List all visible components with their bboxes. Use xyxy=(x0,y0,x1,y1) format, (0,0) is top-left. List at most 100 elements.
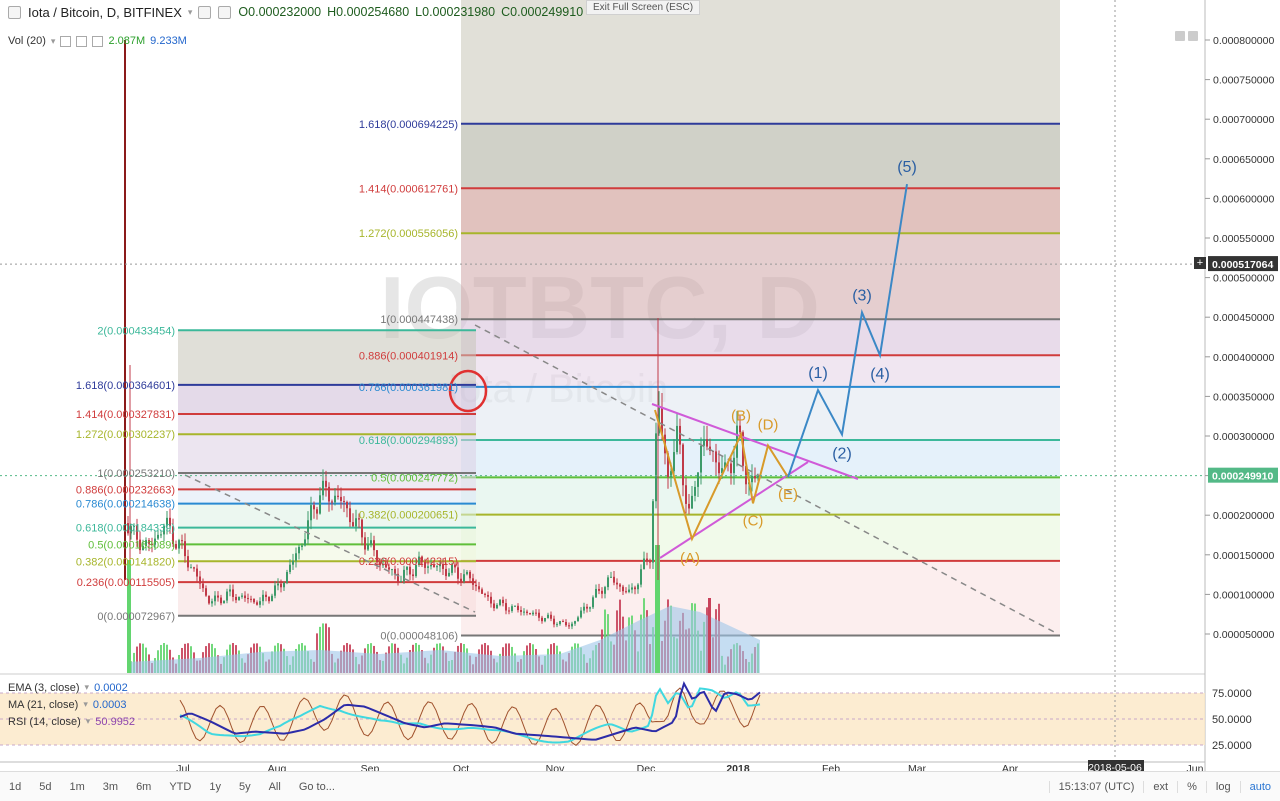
candle-body xyxy=(352,522,354,527)
ext-toggle[interactable]: ext xyxy=(1143,780,1177,793)
candle-body xyxy=(508,610,510,612)
ma-label[interactable]: MA (21, close) xyxy=(8,698,79,711)
volume-bar xyxy=(136,646,138,673)
candle-body xyxy=(481,589,483,594)
fib-level-label: 1.272(0.000556056) xyxy=(359,228,458,240)
chevron-down-icon[interactable]: ▾ xyxy=(83,699,88,709)
candle-body xyxy=(622,586,624,592)
candle-body xyxy=(565,621,567,626)
rsi-axis-label: 50.0000 xyxy=(1212,714,1252,726)
collapse-icon[interactable] xyxy=(8,5,21,19)
fib-band xyxy=(461,560,1060,636)
range-1y[interactable]: 1y xyxy=(209,780,221,793)
auto-toggle[interactable]: auto xyxy=(1239,780,1280,793)
fib-band xyxy=(461,514,1060,561)
candle-body xyxy=(343,500,345,502)
price-tick-label: 0.000750000 xyxy=(1213,75,1274,87)
fib-level-label: 1.272(0.000302237) xyxy=(76,429,175,441)
chevron-down-icon[interactable]: ▾ xyxy=(85,716,91,726)
candle-body xyxy=(334,495,336,503)
elliott-wave-label: (3) xyxy=(852,287,872,304)
fib-level-label: 0.236(0.000115505) xyxy=(77,577,175,589)
elliott-wave-line xyxy=(787,183,908,478)
symbol-title[interactable]: Iota / Bitcoin, D, BITFINEX xyxy=(28,4,182,20)
candle-body xyxy=(397,573,399,583)
candle-body xyxy=(382,564,384,566)
elliott-wave-label: (4) xyxy=(870,366,890,383)
candle-body xyxy=(238,596,240,601)
candle-body xyxy=(313,505,315,510)
ema-label[interactable]: EMA (3, close) xyxy=(8,681,80,694)
scale-options: 15:13:07 (UTC) ext % log auto xyxy=(1048,780,1280,793)
candle-body xyxy=(136,526,138,540)
range-1d[interactable]: 1d xyxy=(9,780,22,793)
ohlc-low: L0.000231980 xyxy=(415,5,496,19)
candle-body xyxy=(469,571,471,579)
bottom-toolbar: 1d 5d 1m 3m 6m YTD 1y 5y All Go to... 15… xyxy=(0,771,1280,801)
maximize-icon[interactable] xyxy=(1188,31,1198,41)
eye-icon[interactable] xyxy=(218,5,232,19)
fib-level-label: 0.886(0.000232663) xyxy=(76,484,175,496)
range-1m[interactable]: 1m xyxy=(69,780,85,793)
candle-body xyxy=(436,566,438,568)
fib-level-label: 0.382(0.000141820) xyxy=(76,556,175,568)
add-price-alert-icon[interactable]: + xyxy=(1194,257,1206,269)
candle-body xyxy=(157,534,159,539)
candle-body xyxy=(523,611,525,613)
fib-level-label: 0.5(0.000247772) xyxy=(371,472,458,484)
settings-icon[interactable] xyxy=(198,5,212,19)
fib-band xyxy=(178,413,476,435)
exit-fullscreen-button[interactable]: Exit Full Screen (ESC) xyxy=(586,0,701,15)
close-icon[interactable] xyxy=(92,35,104,47)
price-chart[interactable]: IOTBTC, DIota / Bitcoin 75.000050.000025… xyxy=(0,0,1280,771)
log-toggle[interactable]: log xyxy=(1205,780,1240,793)
volume-bar xyxy=(184,643,186,673)
candle-body xyxy=(265,594,267,597)
settings-icon[interactable] xyxy=(60,35,72,47)
range-ytd[interactable]: YTD xyxy=(169,780,192,793)
candle-body xyxy=(337,495,339,497)
candle-body xyxy=(295,553,297,561)
chevron-down-icon[interactable]: ▾ xyxy=(84,682,90,692)
candle-body xyxy=(235,596,237,601)
candle-body xyxy=(394,569,396,574)
range-all[interactable]: All xyxy=(268,780,281,793)
abcde-wave-label: (A) xyxy=(680,550,700,567)
candle-body xyxy=(424,561,426,568)
candle-body xyxy=(355,518,357,527)
time-display[interactable]: 15:13:07 (UTC) xyxy=(1048,780,1144,793)
volume-label[interactable]: Vol (20) xyxy=(8,35,46,47)
candle-body xyxy=(139,539,141,551)
range-5y[interactable]: 5y xyxy=(238,780,251,793)
candle-body xyxy=(460,578,462,582)
time-tick-label: Jul xyxy=(176,763,189,771)
candle-body xyxy=(208,595,210,604)
candle-body xyxy=(262,594,264,602)
candle-body xyxy=(541,617,543,622)
fib-band xyxy=(461,188,1060,234)
eye-icon[interactable] xyxy=(76,35,88,47)
candle-body xyxy=(733,457,735,474)
candle-body xyxy=(472,578,474,585)
goto-button[interactable]: Go to... xyxy=(298,780,335,793)
range-5d[interactable]: 5d xyxy=(39,780,52,793)
candle-body xyxy=(706,439,708,447)
candle-body xyxy=(478,586,480,590)
indicator-ma: MA (21, close) ▾ 0.0003 xyxy=(8,697,127,712)
candle-body xyxy=(184,541,186,557)
chevron-down-icon[interactable]: ▾ xyxy=(187,6,193,17)
candle-body xyxy=(271,595,273,602)
chevron-down-icon[interactable]: ▾ xyxy=(50,35,56,46)
move-down-icon[interactable] xyxy=(1175,31,1185,41)
candle-body xyxy=(589,607,591,609)
fib-band xyxy=(461,319,1060,356)
candle-body xyxy=(556,624,558,626)
rsi-label[interactable]: RSI (14, close) xyxy=(8,715,81,728)
candle-body xyxy=(364,537,366,550)
candle-body xyxy=(229,589,231,592)
candle-body xyxy=(490,596,492,604)
fib-band xyxy=(178,384,476,414)
percent-toggle[interactable]: % xyxy=(1177,780,1206,793)
range-3m[interactable]: 3m xyxy=(102,780,119,793)
range-6m[interactable]: 6m xyxy=(136,780,152,793)
